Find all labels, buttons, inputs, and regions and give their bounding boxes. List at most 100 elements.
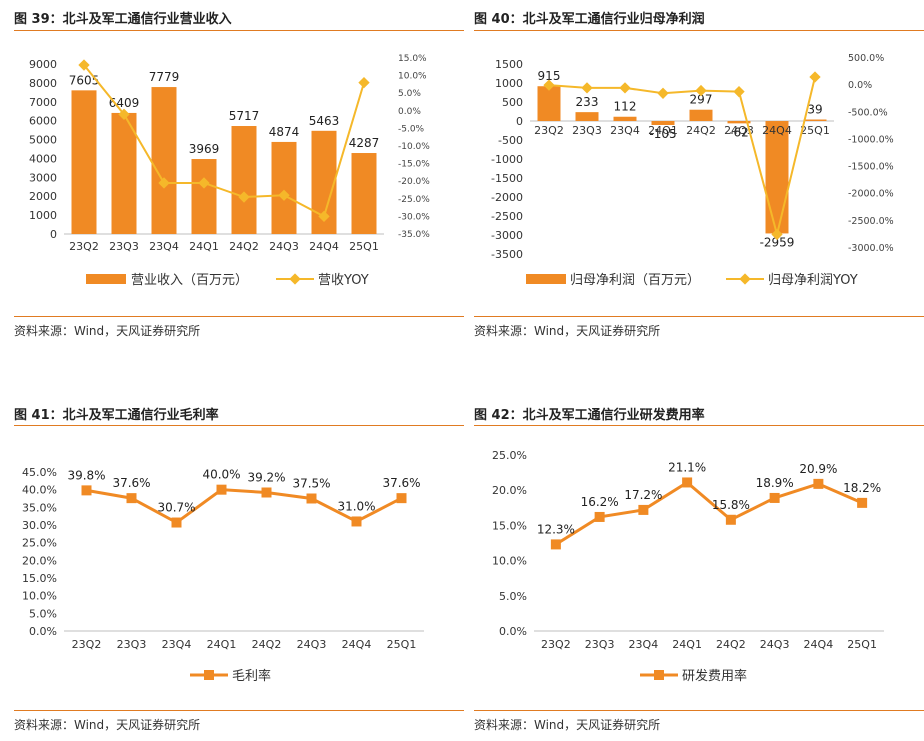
- legend-line-marker: [289, 273, 301, 285]
- yoy-point: [619, 82, 631, 94]
- bar-data-label: 4287: [349, 136, 380, 150]
- revenue-bar: [191, 159, 217, 234]
- left-axis-tick-label: -1500: [491, 172, 523, 185]
- bar-data-label: 3969: [189, 142, 220, 156]
- gross-margin-chart: 45.0% 40.0% 35.0% 30.0% 25.0% 20.0% 15.0% 10.0%…: [22, 466, 424, 684]
- x-tick-label: 24Q3: [724, 124, 754, 137]
- legend-bar-label: 营业收入（百万元）: [131, 273, 248, 288]
- x-tick-label: 24Q3: [269, 240, 299, 253]
- data-label: 40.0%: [202, 468, 240, 482]
- x-tick-label: 24Q4: [762, 124, 792, 137]
- series-point: [769, 492, 780, 503]
- source-rule: [14, 710, 464, 711]
- yoy-point: [771, 228, 783, 241]
- series-point: [594, 511, 605, 522]
- x-tick-label: 23Q2: [72, 638, 102, 651]
- source-rule: [14, 316, 464, 317]
- x-tick-label: 24Q2: [252, 638, 282, 651]
- left-axis-tick-label: 30.0%: [22, 519, 57, 532]
- chart-title: 图 42：北斗及军工通信行业研发费用率: [474, 408, 705, 423]
- left-axis-tick-label: 9000: [29, 58, 57, 71]
- revenue-bar: [151, 87, 177, 235]
- series-point: [725, 514, 736, 525]
- left-axis-tick-label: 6000: [29, 115, 57, 128]
- source-note: 资料来源：Wind，天风证券研究所: [14, 324, 201, 338]
- left-axis-tick-label: 25.0%: [22, 537, 57, 550]
- net-profit-bar: [651, 121, 675, 125]
- data-label: 37.6%: [112, 476, 150, 490]
- right-axis-tick-label: -15.0%: [398, 160, 430, 170]
- bar-data-label: -105: [649, 127, 676, 141]
- left-axis-tick-label: 15.0%: [22, 572, 57, 585]
- left-axis-tick-label: 25.0%: [492, 449, 527, 462]
- data-label: 15.8%: [712, 498, 750, 512]
- title-rule: [474, 425, 924, 426]
- revenue-chart-panel: 图 39：北斗及军工通信行业营业收入 9000 8000 7000 6000 5000 4…: [14, 6, 464, 346]
- left-axis-tick-label: 5.0%: [29, 607, 57, 620]
- series-point: [216, 484, 227, 495]
- left-axis-tick-label: -500: [498, 134, 523, 147]
- left-axis-tick-label: 3000: [29, 171, 57, 184]
- net-profit-bar: [689, 109, 713, 121]
- left-axis-tick-label: 15.0%: [492, 519, 527, 532]
- series-point: [306, 493, 317, 504]
- left-axis-tick-label: 7000: [29, 96, 57, 109]
- series-point: [638, 504, 649, 515]
- revenue-bar: [111, 112, 137, 234]
- left-axis-tick-label: -1000: [491, 153, 523, 166]
- right-axis-tick-label: -2000.0%: [848, 189, 894, 200]
- legend-line-label: 归母净利润YOY: [768, 273, 858, 288]
- legend-line-marker: [739, 273, 751, 285]
- yoy-point: [318, 210, 330, 223]
- data-label: 21.1%: [668, 460, 706, 474]
- left-axis-tick-label: 5.0%: [499, 590, 527, 603]
- revenue-bar: [351, 153, 377, 234]
- right-axis-tick-label: -30.0%: [398, 212, 430, 222]
- x-tick-label: 24Q1: [207, 638, 237, 651]
- x-tick-label: 23Q2: [541, 638, 571, 651]
- right-axis-tick-label: -3000.0%: [848, 243, 894, 254]
- chart-title: 图 41：北斗及军工通信行业毛利率: [14, 408, 219, 423]
- yoy-point: [733, 86, 745, 98]
- left-axis-tick-label: -2500: [491, 210, 523, 223]
- gross-margin-chart-panel: 图 41：北斗及军工通信行业毛利率 45.0% 40.0% 35.0% 30.0% 25…: [14, 402, 464, 741]
- title-rule: [474, 30, 924, 31]
- x-tick-label: 23Q3: [109, 240, 139, 253]
- bar-data-label: 4874: [269, 125, 300, 139]
- legend-label: 研发费用率: [682, 668, 747, 684]
- bar-data-label: 915: [538, 69, 561, 83]
- series-line: [86, 488, 403, 525]
- left-axis-tick-label: 40.0%: [22, 484, 57, 497]
- yoy-point: [358, 76, 370, 89]
- x-tick-label: 23Q2: [534, 124, 564, 137]
- right-axis-tick-label: -35.0%: [398, 230, 430, 240]
- x-tick-label: 23Q4: [149, 240, 179, 253]
- left-axis-tick-label: 45.0%: [22, 466, 57, 479]
- data-label: 12.3%: [537, 522, 575, 536]
- net-profit-bar: [613, 116, 637, 121]
- left-axis-tick-label: 20.0%: [22, 554, 57, 567]
- net-profit-bar: [537, 86, 561, 121]
- left-axis-tick-label: 500: [502, 96, 523, 109]
- net-profit-chart-panel: 图 40：北斗及军工通信行业归母净利润 1500 1000 500 0 -500 -100…: [474, 6, 924, 346]
- left-axis-tick-label: 35.0%: [22, 501, 57, 514]
- net-profit-bar: [765, 121, 789, 234]
- data-label: 39.2%: [247, 470, 285, 484]
- series-line: [555, 480, 863, 546]
- legend-bar-swatch: [86, 274, 126, 284]
- right-axis-tick-label: -20.0%: [398, 177, 430, 187]
- right-axis-tick-label: -5.0%: [398, 124, 425, 134]
- chart-title: 图 39：北斗及军工通信行业营业收入: [14, 12, 232, 27]
- left-axis-tick-label: 5000: [29, 134, 57, 147]
- net-profit-chart: 1500 1000 500 0 -500 -1000 -1500 -2000 -2500 -300…: [491, 53, 894, 288]
- right-axis-tick-label: -2500.0%: [848, 216, 894, 227]
- left-axis-tick-label: 20.0%: [492, 484, 527, 497]
- x-tick-label: 24Q4: [309, 240, 339, 253]
- x-tick-label: 25Q1: [847, 638, 877, 651]
- left-axis-tick-label: 2000: [29, 190, 57, 203]
- series-point: [682, 477, 693, 488]
- left-axis-tick-label: 8000: [29, 77, 57, 90]
- net-profit-bar: [575, 112, 599, 121]
- data-label: 17.2%: [624, 488, 662, 502]
- series-point: [261, 487, 272, 498]
